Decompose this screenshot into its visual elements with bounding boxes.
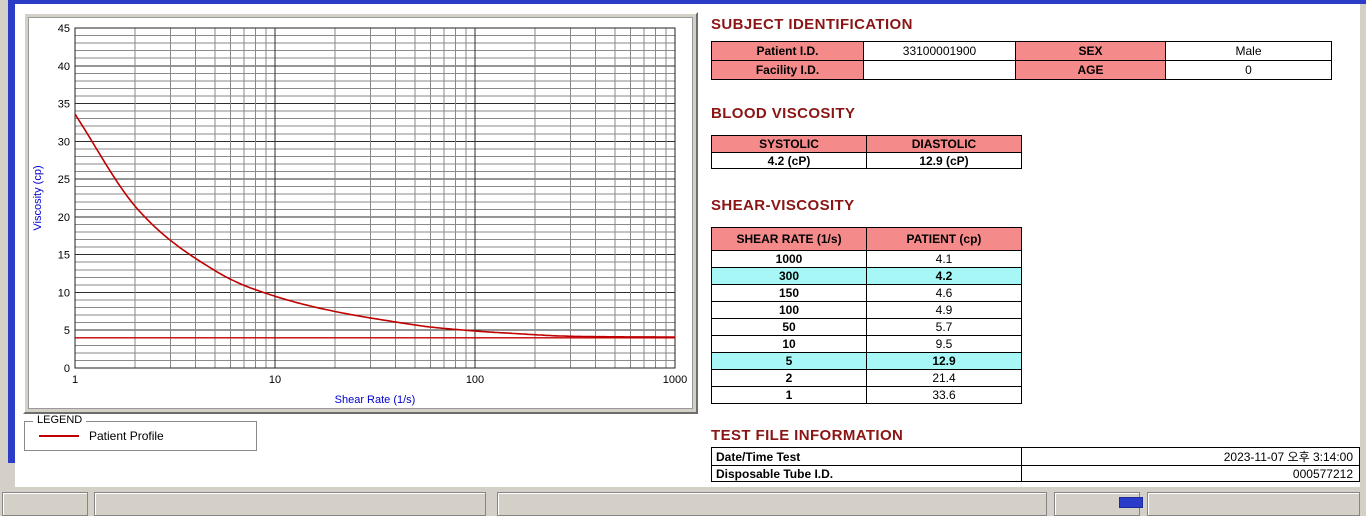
svg-text:Shear Rate (1/s): Shear Rate (1/s): [335, 394, 416, 406]
svg-text:25: 25: [58, 174, 70, 186]
shear-row: 2 21.4: [711, 369, 1022, 387]
patient-viscosity-value: 4.9: [866, 301, 1022, 319]
shear-header-row: SHEAR RATE (1/s) PATIENT (cp): [711, 227, 1022, 251]
subject-identification-heading: SUBJECT IDENTIFICATION: [711, 16, 913, 33]
window-top-edge: [8, 0, 1366, 4]
chart-legend: LEGEND Patient Profile: [24, 414, 257, 451]
diastolic-header: DIASTOLIC: [866, 135, 1022, 153]
patient-viscosity-value: 21.4: [866, 369, 1022, 387]
shear-row: 10 9.5: [711, 335, 1022, 353]
test-file-row: Disposable Tube I.D. 000577212: [710, 465, 1360, 482]
test-file-information-heading: TEST FILE INFORMATION: [711, 427, 904, 444]
test-file-row: Date/Time Test 2023-11-07 오후 3:14:00: [710, 447, 1360, 466]
legend-series-label: Patient Profile: [89, 429, 164, 443]
shear-rate-value: 100: [711, 301, 867, 319]
bottom-fragment[interactable]: [1147, 492, 1360, 516]
test-file-information-table: Date/Time Test 2023-11-07 오후 3:14:00 Dis…: [710, 447, 1360, 482]
svg-text:5: 5: [64, 325, 70, 337]
disposable-tube-id-label: Disposable Tube I.D.: [710, 465, 1023, 482]
svg-text:Viscosity (cp): Viscosity (cp): [32, 165, 44, 230]
sex-value: Male: [1165, 41, 1332, 61]
subject-identification-table: Patient I.D. 33100001900 SEX Male Facili…: [711, 41, 1332, 80]
legend-title: LEGEND: [33, 414, 87, 426]
facility-id-value: [863, 60, 1016, 80]
subject-row: Patient I.D. 33100001900 SEX Male: [711, 41, 1332, 61]
bottom-fragment[interactable]: [2, 492, 88, 516]
svg-text:30: 30: [58, 136, 70, 148]
diastolic-value: 12.9 (cP): [866, 152, 1022, 169]
disposable-tube-id-value: 000577212: [1021, 465, 1360, 482]
date-time-test-label: Date/Time Test: [710, 447, 1023, 466]
svg-text:15: 15: [58, 250, 70, 262]
facility-id-label: Facility I.D.: [711, 60, 864, 80]
age-value: 0: [1165, 60, 1332, 80]
main-content: 0 5 10 15 20 25 30 35 40 45 1 10 100 1000 Viscosity (c…: [15, 4, 1360, 487]
viscosity-chart: 0 5 10 15 20 25 30 35 40 45 1 10 100 1000 Viscosity (c…: [32, 23, 687, 406]
svg-text:40: 40: [58, 61, 70, 73]
sex-label: SEX: [1015, 41, 1166, 61]
svg-text:0: 0: [64, 363, 70, 375]
patient-viscosity-value: 4.6: [866, 284, 1022, 302]
viscosity-chart-client: 0 5 10 15 20 25 30 35 40 45 1 10 100 1000 Viscosity (c…: [28, 17, 693, 409]
patient-viscosity-value: 4.1: [866, 250, 1022, 268]
shear-rate-value: 300: [711, 267, 867, 285]
shear-rate-value: 5: [711, 352, 867, 370]
blood-viscosity-heading: BLOOD VISCOSITY: [711, 105, 856, 122]
shear-viscosity-heading: SHEAR-VISCOSITY: [711, 197, 855, 214]
date-time-test-value: 2023-11-07 오후 3:14:00: [1021, 447, 1360, 466]
shear-rate-value: 50: [711, 318, 867, 336]
shear-row: 300 4.2: [711, 267, 1022, 285]
shear-rate-value: 1000: [711, 250, 867, 268]
patient-id-value: 33100001900: [863, 41, 1016, 61]
patient-id-label: Patient I.D.: [711, 41, 864, 61]
systolic-header: SYSTOLIC: [711, 135, 867, 153]
svg-text:10: 10: [269, 374, 281, 386]
svg-text:45: 45: [58, 23, 70, 35]
shear-viscosity-table: SHEAR RATE (1/s) PATIENT (cp) 1000 4.1 300…: [711, 227, 1022, 404]
svg-text:100: 100: [466, 374, 484, 386]
svg-text:1: 1: [72, 374, 78, 386]
patient-viscosity-value: 9.5: [866, 335, 1022, 353]
patient-viscosity-value: 33.6: [866, 386, 1022, 404]
svg-text:10: 10: [58, 287, 70, 299]
blood-viscosity-header-row: SYSTOLIC DIASTOLIC: [711, 135, 1022, 153]
age-label: AGE: [1015, 60, 1166, 80]
blood-viscosity-value-row: 4.2 (cP) 12.9 (cP): [711, 152, 1022, 169]
systolic-value: 4.2 (cP): [711, 152, 867, 169]
patient-viscosity-value: 4.2: [866, 267, 1022, 285]
subject-row: Facility I.D. AGE 0: [711, 60, 1332, 80]
patient-viscosity-value: 12.9: [866, 352, 1022, 370]
patient-viscosity-value: 5.7: [866, 318, 1022, 336]
shear-rate-value: 10: [711, 335, 867, 353]
patient-header: PATIENT (cp): [866, 227, 1022, 251]
bottom-blue-fragment[interactable]: [1119, 497, 1143, 508]
legend-line-sample: [39, 435, 79, 437]
shear-row: 1 33.6: [711, 386, 1022, 404]
viscosity-chart-panel: 0 5 10 15 20 25 30 35 40 45 1 10 100 1000 Viscosity (c…: [23, 12, 698, 414]
shear-rate-value: 1: [711, 386, 867, 404]
shear-row: 50 5.7: [711, 318, 1022, 336]
svg-text:1000: 1000: [663, 374, 687, 386]
shear-row: 1000 4.1: [711, 250, 1022, 268]
shear-row: 100 4.9: [711, 301, 1022, 319]
blood-viscosity-table: SYSTOLIC DIASTOLIC 4.2 (cP) 12.9 (cP): [711, 135, 1022, 169]
shear-rate-value: 150: [711, 284, 867, 302]
shear-row: 5 12.9: [711, 352, 1022, 370]
bottom-fragment[interactable]: [497, 492, 1047, 516]
shear-row: 150 4.6: [711, 284, 1022, 302]
window-left-edge: [8, 3, 15, 463]
svg-text:35: 35: [58, 99, 70, 111]
svg-text:20: 20: [58, 212, 70, 224]
shear-rate-header: SHEAR RATE (1/s): [711, 227, 867, 251]
shear-rate-value: 2: [711, 369, 867, 387]
bottom-fragment[interactable]: [94, 492, 486, 516]
